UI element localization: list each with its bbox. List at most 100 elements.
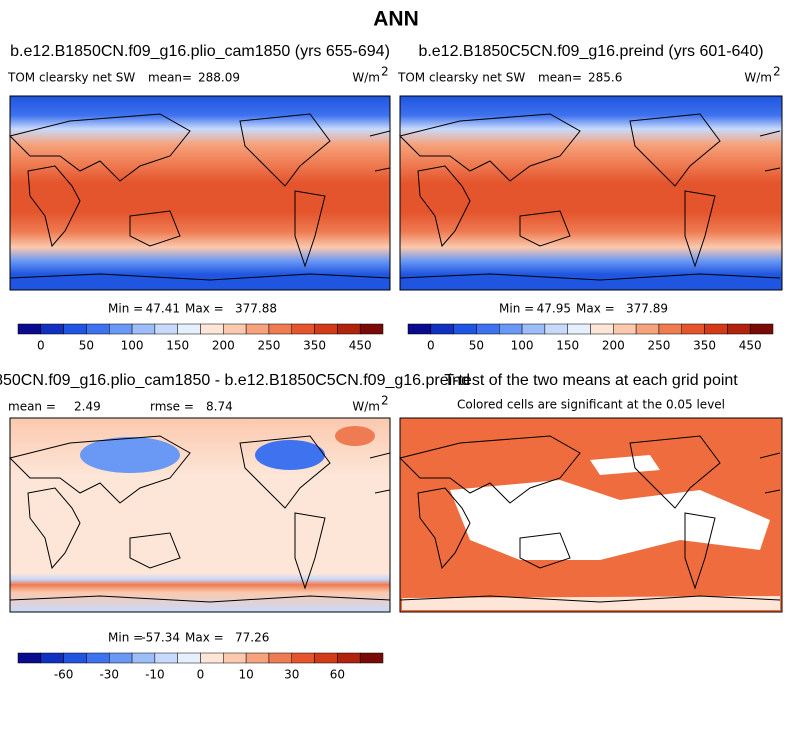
colorbar-box <box>200 323 224 335</box>
colorbar-box <box>17 652 42 664</box>
map-feature <box>450 480 770 560</box>
colorbar-label: 100 <box>121 339 144 353</box>
min-value: 47.41 <box>146 302 180 316</box>
colorbar-box <box>407 323 432 335</box>
colorbar-box <box>291 652 315 664</box>
colorbar-label: -60 <box>54 668 74 682</box>
colorbar-label: 10 <box>238 668 253 682</box>
variable-label: TOM clearsky net SW <box>7 71 135 85</box>
colorbar-box <box>131 652 156 664</box>
colorbar-box <box>109 323 133 335</box>
colorbar-box <box>200 652 224 664</box>
colorbar-box <box>681 323 705 335</box>
colorbar-box <box>40 323 64 335</box>
colorbar-label: 250 <box>257 339 280 353</box>
panel-title: b.e12.B1850CN.f09_g16.plio_cam1850 - b.e… <box>0 372 470 389</box>
colorbar-label: 150 <box>556 339 579 353</box>
colorbar-box <box>590 323 614 335</box>
colorbar-box <box>635 323 660 335</box>
colorbar-box <box>154 652 178 664</box>
colorbar-box <box>245 652 270 664</box>
mean-label: mean= <box>538 71 582 85</box>
colorbar-label: 200 <box>212 339 235 353</box>
panel-subtitle: Colored cells are significant at the 0.0… <box>457 398 725 412</box>
map <box>399 95 783 291</box>
min-value: -57.34 <box>141 631 180 645</box>
colorbar-box <box>337 323 361 335</box>
colorbar-box <box>499 323 523 335</box>
colorbar-box <box>521 323 546 335</box>
colorbar-box <box>223 323 247 335</box>
colorbar-box <box>17 323 42 335</box>
max-label: Max = <box>185 302 224 316</box>
colorbar-box <box>727 323 751 335</box>
colorbar-label: -10 <box>145 668 165 682</box>
map-feature <box>402 596 780 610</box>
colorbar-label: 0 <box>37 339 45 353</box>
map-feature <box>590 455 660 475</box>
colorbar-box <box>177 323 201 335</box>
colorbar-box <box>109 652 133 664</box>
mean-value: 2.49 <box>74 400 101 414</box>
mean-value: 288.09 <box>198 71 240 85</box>
units: W/m <box>352 71 380 85</box>
units: W/m <box>744 71 772 85</box>
units-power: 2 <box>773 65 781 79</box>
mean-label: mean = <box>8 400 56 414</box>
min-value: 47.95 <box>537 302 571 316</box>
min-label: Min = <box>108 302 143 316</box>
colorbar-box <box>154 323 178 335</box>
colorbar-label: 60 <box>330 668 345 682</box>
units: W/m <box>352 400 380 414</box>
map <box>9 95 391 291</box>
colorbar-box <box>268 652 292 664</box>
colorbar-label: 250 <box>647 339 670 353</box>
colorbar-box <box>314 323 338 335</box>
colorbar-box <box>314 652 338 664</box>
colorbar-label: 200 <box>602 339 625 353</box>
rmse-label: rmse = <box>150 400 194 414</box>
min-label: Min = <box>108 631 143 645</box>
figure-title: ANN <box>373 8 419 31</box>
colorbar-box <box>86 323 110 335</box>
colorbar-label: 0 <box>197 668 205 682</box>
colorbar-label: 50 <box>469 339 484 353</box>
max-value: 377.89 <box>626 302 668 316</box>
colorbar-box <box>63 652 87 664</box>
colorbar-label: 450 <box>739 339 762 353</box>
map-feature <box>335 426 375 446</box>
colorbar-box <box>544 323 568 335</box>
colorbar-box <box>658 323 682 335</box>
colorbar-label: 0 <box>427 339 435 353</box>
variable-label: TOM clearsky net SW <box>397 71 525 85</box>
panel-title: b.e12.B1850CN.f09_g16.plio_cam1850 (yrs … <box>10 43 390 60</box>
max-label: Max = <box>185 631 224 645</box>
colorbar-box <box>749 323 774 335</box>
panel-title: T-test of the two means at each grid poi… <box>444 372 738 389</box>
colorbar-box <box>223 652 247 664</box>
colorbar-label: -30 <box>99 668 119 682</box>
max-value: 377.88 <box>235 302 277 316</box>
mean-value: 285.6 <box>588 71 622 85</box>
colorbar-box <box>268 323 292 335</box>
colorbar-box <box>430 323 454 335</box>
colorbar-box <box>476 323 500 335</box>
rmse-value: 8.74 <box>206 400 233 414</box>
colorbar-box <box>453 323 477 335</box>
max-label: Max = <box>576 302 615 316</box>
colorbar-box <box>40 652 64 664</box>
colorbar-box <box>359 652 384 664</box>
colorbar-box <box>86 652 110 664</box>
colorbar-box <box>131 323 156 335</box>
colorbar-box <box>337 652 361 664</box>
colorbar-label: 30 <box>284 668 299 682</box>
colorbar-box <box>359 323 384 335</box>
colorbar-box <box>245 323 270 335</box>
colorbar-label: 350 <box>303 339 326 353</box>
map <box>9 417 391 613</box>
colorbar-box <box>704 323 728 335</box>
colorbar-label: 150 <box>166 339 189 353</box>
mean-label: mean= <box>148 71 192 85</box>
